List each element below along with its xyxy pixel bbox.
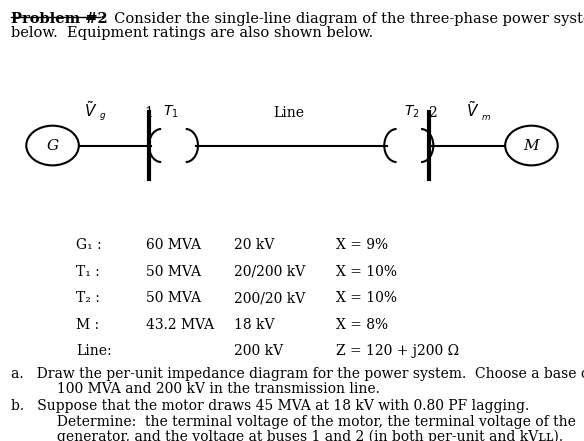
Text: 60 MVA: 60 MVA [146, 238, 201, 252]
Text: Line: Line [273, 106, 305, 120]
Text: Problem #2: Problem #2 [11, 12, 107, 26]
Text: 200 kV: 200 kV [234, 344, 283, 358]
Text: G: G [47, 138, 58, 153]
Text: generator, and the voltage at buses 1 and 2 (in both per-unit and kVʟʟ).: generator, and the voltage at buses 1 an… [35, 430, 563, 441]
Text: G₁ :: G₁ : [76, 238, 102, 252]
Text: 1: 1 [144, 106, 154, 120]
Text: 200/20 kV: 200/20 kV [234, 291, 305, 305]
Text: M: M [524, 138, 539, 153]
Text: $\tilde{V}$: $\tilde{V}$ [84, 101, 97, 120]
Text: X = 8%: X = 8% [336, 318, 388, 332]
Text: 18 kV: 18 kV [234, 318, 274, 332]
Text: 43.2 MVA: 43.2 MVA [146, 318, 214, 332]
Text: 100 MVA and 200 kV in the transmission line.: 100 MVA and 200 kV in the transmission l… [35, 382, 380, 396]
Text: X = 10%: X = 10% [336, 291, 397, 305]
Text: below.  Equipment ratings are also shown below.: below. Equipment ratings are also shown … [11, 26, 373, 40]
Text: 50 MVA: 50 MVA [146, 291, 201, 305]
Text: $\tilde{V}$: $\tilde{V}$ [467, 101, 479, 120]
Text: T₂ :: T₂ : [76, 291, 100, 305]
Text: X = 9%: X = 9% [336, 238, 388, 252]
Text: T₁ :: T₁ : [76, 265, 100, 279]
Text: $T_2$: $T_2$ [404, 104, 419, 120]
Text: a.   Draw the per-unit impedance diagram for the power system.  Choose a base of: a. Draw the per-unit impedance diagram f… [11, 367, 584, 381]
Text: 2: 2 [428, 106, 436, 120]
Text: 50 MVA: 50 MVA [146, 265, 201, 279]
Text: $_m$: $_m$ [481, 110, 491, 123]
Text: X = 10%: X = 10% [336, 265, 397, 279]
Text: b.   Suppose that the motor draws 45 MVA at 18 kV with 0.80 PF lagging.: b. Suppose that the motor draws 45 MVA a… [11, 399, 529, 413]
Text: Determine:  the terminal voltage of the motor, the terminal voltage of the: Determine: the terminal voltage of the m… [35, 415, 576, 429]
Text: 20 kV: 20 kV [234, 238, 274, 252]
Text: Line:: Line: [76, 344, 112, 358]
Text: Z = 120 + j200 Ω: Z = 120 + j200 Ω [336, 344, 459, 358]
Text: $T_1$: $T_1$ [163, 104, 178, 120]
Text: $_g$: $_g$ [99, 110, 107, 123]
Text: 20/200 kV: 20/200 kV [234, 265, 305, 279]
Text: M :: M : [76, 318, 99, 332]
Text: :  Consider the single-line diagram of the three-phase power system shown: : Consider the single-line diagram of th… [100, 12, 584, 26]
